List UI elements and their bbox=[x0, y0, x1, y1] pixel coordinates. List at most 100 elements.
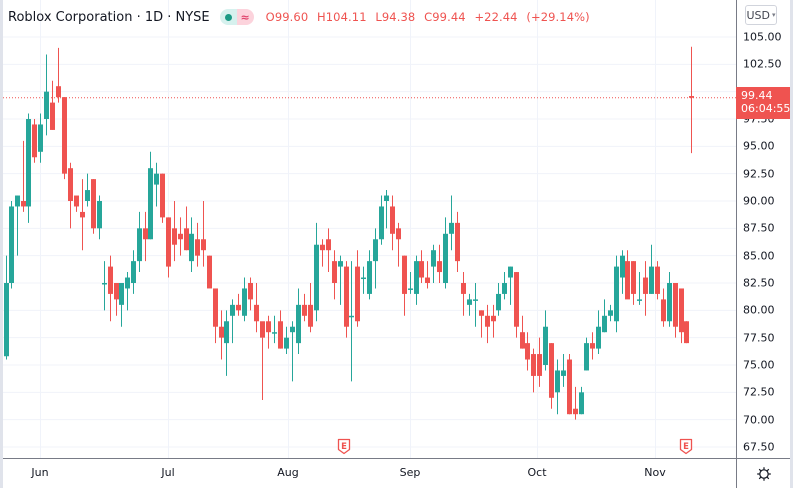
candle[interactable] bbox=[449, 195, 454, 251]
candle[interactable] bbox=[689, 46, 694, 154]
candle[interactable] bbox=[537, 337, 542, 387]
candle[interactable] bbox=[108, 255, 113, 322]
candle[interactable] bbox=[296, 288, 301, 355]
candle[interactable] bbox=[590, 332, 595, 360]
candle[interactable] bbox=[567, 354, 572, 415]
chart-settings-button[interactable] bbox=[736, 458, 790, 488]
candle[interactable] bbox=[242, 277, 247, 322]
currency-selector[interactable]: USD ▾ bbox=[745, 5, 777, 25]
time-axis[interactable]: Jun Jul Aug Sep Oct Nov bbox=[3, 458, 736, 488]
candle[interactable] bbox=[4, 255, 9, 360]
candle[interactable] bbox=[260, 321, 265, 400]
candle[interactable] bbox=[620, 250, 625, 294]
candle[interactable] bbox=[414, 255, 419, 305]
candle[interactable] bbox=[679, 288, 684, 344]
candle[interactable] bbox=[119, 282, 124, 327]
candle[interactable] bbox=[525, 332, 530, 371]
candle[interactable] bbox=[38, 113, 43, 163]
candle[interactable] bbox=[614, 255, 619, 333]
candle[interactable] bbox=[355, 250, 360, 327]
candle[interactable] bbox=[631, 261, 636, 305]
candle[interactable] bbox=[236, 293, 241, 316]
candle[interactable] bbox=[625, 250, 630, 300]
candle[interactable] bbox=[219, 310, 224, 360]
candle[interactable] bbox=[308, 282, 313, 333]
candle[interactable] bbox=[455, 211, 460, 273]
candle[interactable] bbox=[166, 217, 171, 278]
candle[interactable] bbox=[143, 211, 148, 262]
candle[interactable] bbox=[402, 255, 407, 316]
candle[interactable] bbox=[125, 272, 130, 311]
candle[interactable] bbox=[32, 118, 37, 163]
candle[interactable] bbox=[384, 190, 389, 229]
candle[interactable] bbox=[148, 151, 153, 240]
candle[interactable] bbox=[408, 272, 413, 294]
candle[interactable] bbox=[97, 195, 102, 240]
candle[interactable] bbox=[9, 200, 14, 289]
candle[interactable] bbox=[573, 386, 578, 420]
candle[interactable] bbox=[543, 310, 548, 371]
candle[interactable] bbox=[419, 250, 424, 283]
market-open-icon[interactable] bbox=[219, 9, 237, 25]
candle[interactable] bbox=[26, 113, 31, 223]
candle[interactable] bbox=[344, 261, 349, 338]
candle[interactable] bbox=[584, 337, 589, 371]
candle[interactable] bbox=[396, 222, 401, 267]
candle[interactable] bbox=[184, 206, 189, 251]
candle[interactable] bbox=[68, 162, 73, 229]
candle[interactable] bbox=[74, 195, 79, 212]
earnings-marker[interactable]: E bbox=[679, 438, 693, 455]
candle[interactable] bbox=[266, 315, 271, 349]
candle[interactable] bbox=[467, 293, 472, 316]
candle[interactable] bbox=[373, 228, 378, 289]
candle[interactable] bbox=[555, 359, 560, 415]
candle[interactable] bbox=[443, 217, 448, 289]
candle[interactable] bbox=[62, 97, 67, 180]
candle[interactable] bbox=[272, 315, 277, 344]
candle[interactable] bbox=[520, 315, 525, 349]
candle[interactable] bbox=[314, 222, 319, 322]
candle[interactable] bbox=[154, 162, 159, 207]
candle[interactable] bbox=[596, 310, 601, 355]
candle[interactable] bbox=[278, 310, 283, 349]
candle[interactable] bbox=[326, 228, 331, 273]
candle[interactable] bbox=[496, 282, 501, 316]
candle[interactable] bbox=[667, 272, 672, 327]
candle[interactable] bbox=[549, 343, 554, 409]
candle[interactable] bbox=[561, 354, 566, 387]
candle[interactable] bbox=[349, 261, 354, 382]
candle[interactable] bbox=[390, 195, 395, 251]
candle[interactable] bbox=[213, 288, 218, 344]
candle[interactable] bbox=[131, 250, 136, 294]
candle[interactable] bbox=[56, 47, 61, 103]
candle[interactable] bbox=[338, 255, 343, 305]
approx-data-icon[interactable]: ≈ bbox=[236, 9, 254, 25]
candle[interactable] bbox=[320, 239, 325, 267]
candle[interactable] bbox=[579, 386, 584, 415]
candle[interactable] bbox=[379, 195, 384, 245]
candle[interactable] bbox=[491, 304, 496, 338]
candle[interactable] bbox=[80, 179, 85, 251]
candle[interactable] bbox=[15, 195, 20, 256]
candle[interactable] bbox=[485, 304, 490, 344]
candle[interactable] bbox=[655, 261, 660, 300]
candle[interactable] bbox=[637, 272, 642, 305]
candle[interactable] bbox=[172, 200, 177, 262]
candle[interactable] bbox=[431, 244, 436, 283]
candle[interactable] bbox=[102, 261, 107, 311]
candle[interactable] bbox=[44, 54, 49, 136]
candle[interactable] bbox=[473, 282, 478, 327]
candle[interactable] bbox=[50, 80, 55, 130]
earnings-marker[interactable]: E bbox=[337, 438, 351, 455]
candle[interactable] bbox=[514, 272, 519, 338]
candle[interactable] bbox=[602, 299, 607, 333]
candle[interactable] bbox=[230, 299, 235, 344]
candle[interactable] bbox=[91, 179, 96, 234]
candle[interactable] bbox=[673, 282, 678, 338]
candle[interactable] bbox=[160, 173, 165, 223]
candle[interactable] bbox=[361, 266, 366, 294]
candle[interactable] bbox=[531, 348, 536, 393]
candle[interactable] bbox=[114, 282, 119, 316]
candle[interactable] bbox=[207, 255, 212, 289]
candle[interactable] bbox=[224, 310, 229, 376]
